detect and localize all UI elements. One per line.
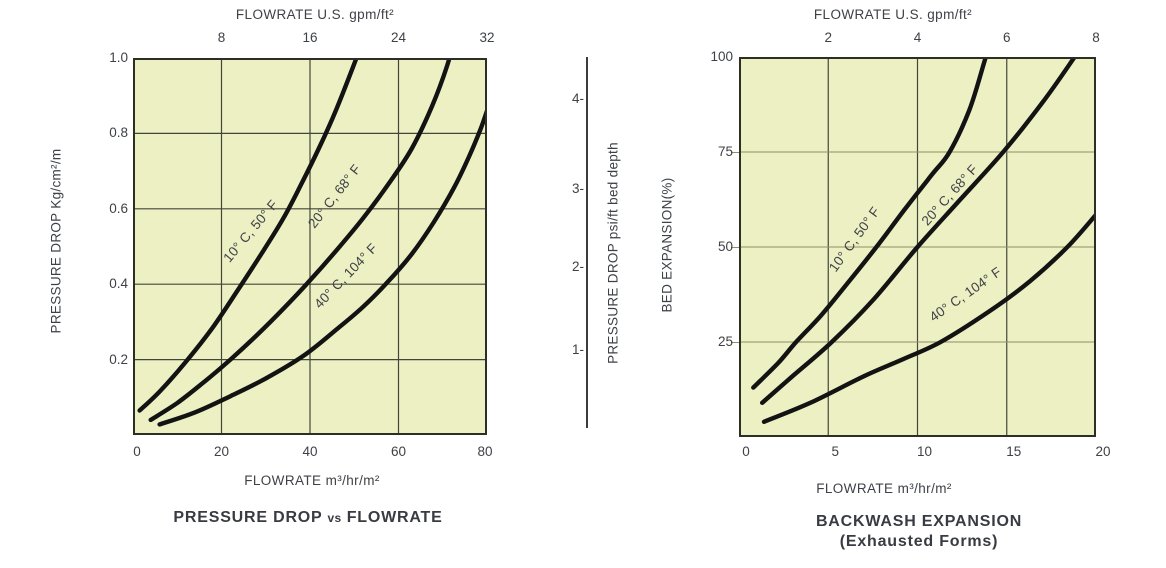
title-part-post: FLOWRATE: [346, 509, 443, 526]
y-tick-label: 25: [717, 334, 733, 349]
y-tick-label: 50: [717, 239, 733, 254]
y-tick-label: 0.4: [109, 276, 128, 292]
y-axis-title-bed-expansion: BED EXPANSION(%): [659, 177, 675, 313]
top-tick-label: 24: [390, 30, 407, 45]
x-tick-label: 20: [213, 444, 230, 459]
top-tick-label: 4: [913, 30, 922, 45]
x-tick-label: 40: [302, 444, 318, 459]
psi-axis-line: [586, 57, 588, 428]
top-axis-title-pressure-chart: FLOWRATE U.S. gpm/ft²: [235, 7, 395, 22]
y-tick-label: 1.0: [109, 50, 128, 65]
y-tick-label: 0.2: [109, 351, 128, 367]
plot-border: [133, 58, 487, 435]
curve-40C104F: [157, 108, 487, 427]
curve-20C68F: [760, 57, 1078, 405]
x-axis-title-pressure-chart: FLOWRATE m³/hr/m²: [244, 473, 380, 488]
x-tick-label: 0: [742, 444, 750, 459]
y-tick-label: 75: [717, 144, 733, 159]
x-tick-label: 20: [1095, 444, 1111, 459]
top-tick-label: 16: [302, 30, 318, 45]
x-tick-label: 15: [1006, 444, 1022, 459]
psi-tick-label: 2-: [571, 259, 584, 274]
psi-tick-label: 1-: [571, 342, 584, 357]
x-tick-label: 60: [390, 444, 407, 459]
x-tick-label: 5: [831, 444, 840, 459]
psi-tick-label: 3-: [571, 181, 584, 196]
plot-border: [739, 57, 1096, 437]
x-tick-label: 80: [477, 444, 493, 459]
chart-title-backwash-expansion: BACKWASH EXPANSION (Exhausted Forms): [816, 512, 1022, 552]
y-tick-label: 0.8: [109, 125, 128, 141]
gridline-tick-overhang: [731, 151, 739, 153]
curve-20C68F: [148, 58, 452, 423]
top-tick-label: 2: [824, 30, 833, 45]
curve-40C104F: [761, 212, 1096, 424]
top-tick-label: 6: [1002, 30, 1011, 45]
title-line-1: BACKWASH EXPANSION: [815, 513, 1023, 530]
title-part-vs: vs: [327, 511, 342, 525]
curve-10C50F: [137, 58, 359, 413]
top-tick-label: 8: [217, 30, 226, 45]
psi-tick-label: 4-: [571, 91, 584, 106]
chart-title-pressure-drop-vs-flowrate: PRESSURE DROP vs FLOWRATE: [173, 508, 442, 528]
gridline-tick-overhang: [731, 341, 739, 343]
x-tick-label: 0: [133, 444, 141, 459]
y-axis-title-pressure-drop: PRESSURE DROP Kg/cm²/m: [48, 148, 64, 334]
title-part-pre: PRESSURE DROP: [173, 509, 323, 526]
y-tick-label: 100: [710, 49, 733, 64]
psi-axis-title: PRESSURE DROP psi/ft bed depth: [605, 142, 621, 364]
top-tick-label: 32: [479, 30, 495, 45]
x-axis-title-backwash-chart: FLOWRATE m³/hr/m²: [816, 481, 952, 496]
plot-area-backwash-expansion: 10° C, 50° F20° C, 68° F40° C, 104° F: [739, 57, 1096, 437]
top-axis-title-backwash-chart: FLOWRATE U.S. gpm/ft²: [813, 7, 973, 22]
gridline-tick-overhang: [731, 246, 739, 248]
x-tick-label: 10: [916, 444, 933, 459]
plot-area-pressure-drop: 10° C, 50° F20° C, 68° F40° C, 104° F: [133, 58, 487, 435]
title-line-2: (Exhausted Forms): [839, 533, 999, 550]
y-tick-label: 0.6: [109, 200, 128, 216]
curve-10C50F: [751, 57, 989, 390]
top-tick-label: 8: [1092, 30, 1100, 45]
